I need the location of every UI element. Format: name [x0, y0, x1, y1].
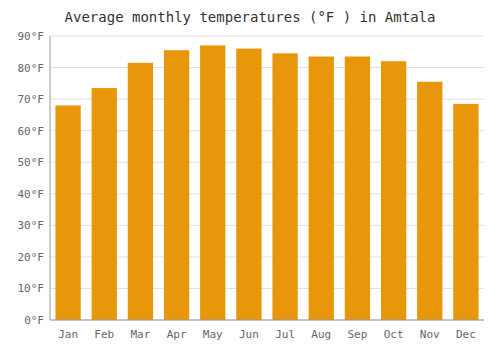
grid-line — [50, 67, 484, 68]
bar — [164, 50, 189, 320]
chart-title: Average monthly temperatures (°F ) in Am… — [65, 9, 436, 25]
y-axis-line — [50, 36, 51, 320]
bar — [453, 104, 478, 320]
x-tick-labels: Jan Feb Mar Apr May Jun Jul Aug Sep Oct Nov Dec — [58, 328, 476, 341]
y-tick-label: 10°F — [18, 282, 45, 295]
x-tick-label: Feb — [94, 328, 114, 341]
bars — [55, 45, 478, 320]
bar — [272, 53, 297, 320]
x-axis-line — [50, 320, 484, 321]
y-tick-label: 30°F — [18, 219, 45, 232]
x-tick-label: May — [203, 328, 223, 341]
x-tick-label: Jul — [275, 328, 295, 341]
bar — [236, 49, 261, 320]
bar — [381, 61, 406, 320]
bar — [417, 82, 442, 320]
grid-line — [50, 36, 484, 37]
bar — [200, 45, 225, 320]
x-tick-label: Jan — [58, 328, 78, 341]
bar — [55, 105, 80, 320]
bar — [128, 63, 153, 320]
y-tick-label: 50°F — [18, 156, 45, 169]
bar — [345, 57, 370, 320]
y-tick-label: 80°F — [18, 62, 45, 75]
x-tick-label: Sep — [347, 328, 367, 341]
x-tick-label: Nov — [420, 328, 440, 341]
bar — [92, 88, 117, 320]
y-tick-label: 60°F — [18, 125, 45, 138]
y-grid — [50, 36, 484, 320]
y-tick-label: 90°F — [18, 30, 45, 43]
chart-svg: Average monthly temperatures (°F ) in Am… — [0, 0, 500, 350]
x-tick-label: Aug — [311, 328, 331, 341]
x-tick-label: Dec — [456, 328, 476, 341]
y-tick-label: 20°F — [18, 251, 45, 264]
y-tick-label: 70°F — [18, 93, 45, 106]
x-tick-label: Apr — [167, 328, 187, 341]
x-tick-label: Mar — [130, 328, 150, 341]
x-tick-label: Oct — [384, 328, 404, 341]
y-tick-label: 0°F — [24, 314, 44, 327]
bar — [309, 57, 334, 320]
chart-container: Average monthly temperatures (°F ) in Am… — [0, 0, 500, 350]
grid-line — [50, 320, 484, 321]
y-tick-label: 40°F — [18, 188, 45, 201]
y-tick-labels: 0°F 10°F 20°F 30°F 40°F 50°F 60°F 70°F 80°F 90°F — [18, 30, 45, 327]
x-tick-label: Jun — [239, 328, 259, 341]
